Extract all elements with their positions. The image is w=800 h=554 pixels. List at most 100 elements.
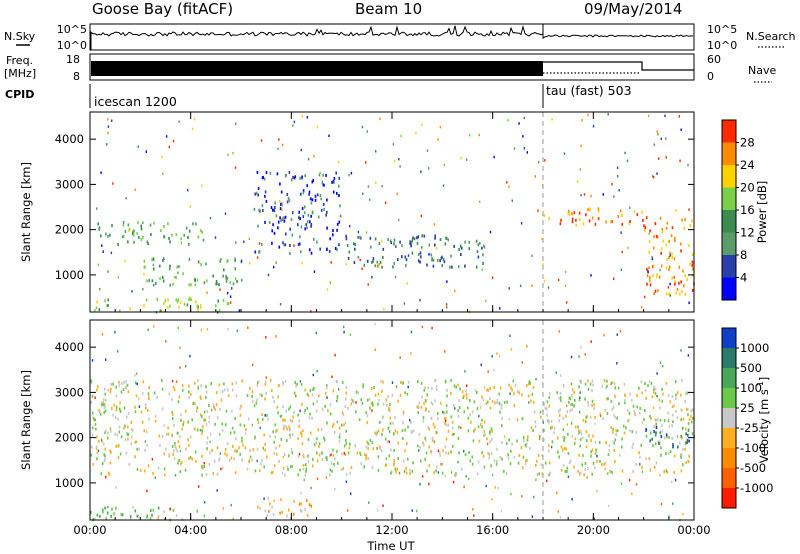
scatter-cell	[185, 365, 187, 368]
scatter-cell	[434, 425, 436, 429]
scatter-cell	[508, 287, 510, 290]
scatter-cell	[463, 394, 465, 398]
scatter-cell	[334, 353, 336, 357]
scatter-cell	[644, 226, 647, 230]
scatter-cell	[380, 239, 383, 243]
scatter-cell	[562, 463, 565, 467]
scatter-cell	[665, 156, 667, 159]
scatter-cell	[591, 379, 594, 383]
scatter-cell	[189, 354, 191, 358]
scatter-cell	[645, 396, 647, 400]
scatter-cell	[490, 464, 492, 468]
scatter-cell	[125, 386, 127, 390]
scatter-cell	[477, 425, 480, 429]
scatter-cell	[304, 388, 307, 392]
scatter-cell	[675, 291, 677, 295]
scatter-cell	[651, 395, 654, 399]
scatter-cell	[171, 445, 174, 448]
scatter-cell	[380, 379, 382, 383]
scatter-cell	[140, 227, 143, 231]
scatter-cell	[407, 385, 409, 389]
scatter-cell	[496, 447, 498, 451]
scatter-cell	[691, 288, 694, 292]
scatter-cell	[431, 326, 433, 330]
scatter-cell	[245, 428, 247, 432]
scatter-cell	[457, 409, 459, 412]
scatter-cell	[428, 427, 430, 431]
scatter-cell	[103, 410, 106, 414]
scatter-cell	[417, 444, 419, 448]
scatter-cell	[366, 259, 369, 263]
scatter-cell	[253, 404, 256, 408]
scatter-cell	[189, 435, 192, 439]
scatter-cell	[365, 411, 368, 415]
scatter-cell	[678, 281, 680, 285]
scatter-cell	[468, 477, 470, 481]
scatter-cell	[593, 403, 595, 407]
scatter-cell	[263, 465, 265, 469]
scatter-cell	[366, 421, 369, 425]
scatter-cell	[357, 256, 360, 259]
scatter-cell	[660, 446, 662, 450]
scatter-cell	[612, 430, 614, 434]
scatter-cell	[372, 257, 375, 261]
scatter-cell	[472, 410, 474, 414]
scatter-cell	[188, 243, 190, 246]
scatter-cell	[291, 211, 294, 215]
scatter-cell	[684, 218, 686, 221]
scatter-cell	[457, 460, 459, 464]
scatter-cell	[124, 230, 127, 233]
scatter-cell	[114, 432, 116, 436]
scatter-cell	[418, 432, 421, 436]
scatter-cell	[279, 511, 281, 515]
scatter-cell	[602, 417, 604, 421]
scatter-cell	[417, 380, 419, 384]
scatter-cell	[460, 156, 462, 160]
scatter-cell	[489, 397, 491, 401]
scatter-cell	[198, 485, 200, 488]
scatter-cell	[635, 431, 637, 435]
scatter-cell	[652, 444, 654, 448]
scatter-cell	[641, 470, 644, 473]
scatter-cell	[454, 289, 456, 293]
scatter-cell	[444, 411, 446, 415]
scatter-cell	[205, 390, 208, 394]
scatter-cell	[568, 461, 571, 465]
scatter-cell	[684, 399, 686, 403]
scatter-cell	[551, 118, 553, 121]
scatter-cell	[300, 502, 303, 506]
scatter-cell	[192, 222, 194, 226]
scatter-cell	[94, 418, 96, 421]
scatter-cell	[372, 260, 374, 263]
scatter-cell	[457, 437, 460, 440]
scatter-cell	[615, 429, 617, 433]
scatter-cell	[359, 258, 361, 262]
scatter-cell	[248, 460, 250, 464]
colorbar-segment	[722, 408, 736, 429]
scatter-cell	[343, 423, 345, 427]
scatter-cell	[691, 432, 694, 436]
scatter-cell	[136, 382, 138, 386]
scatter-cell	[571, 220, 574, 224]
scatter-cell	[203, 465, 206, 468]
scatter-cell	[331, 469, 333, 473]
scatter-cell	[122, 223, 125, 227]
scatter-cell	[604, 409, 607, 412]
scatter-cell	[305, 463, 307, 467]
scatter-cell	[411, 239, 413, 243]
scatter-cell	[350, 397, 353, 401]
colorbar-tick-label: 4	[740, 271, 747, 285]
scatter-cell	[177, 440, 180, 444]
scatter-cell	[661, 424, 663, 428]
scatter-cell	[272, 430, 274, 434]
scatter-cell	[167, 298, 169, 302]
scatter-cell	[188, 257, 191, 261]
scatter-cell	[180, 237, 182, 241]
scatter-cell	[382, 255, 384, 259]
scatter-cell	[667, 419, 670, 423]
scatter-cell	[318, 453, 321, 457]
scatter-cell	[444, 417, 447, 420]
scatter-cell	[291, 419, 294, 423]
scatter-cell	[302, 189, 305, 193]
scatter-cell	[104, 431, 106, 434]
